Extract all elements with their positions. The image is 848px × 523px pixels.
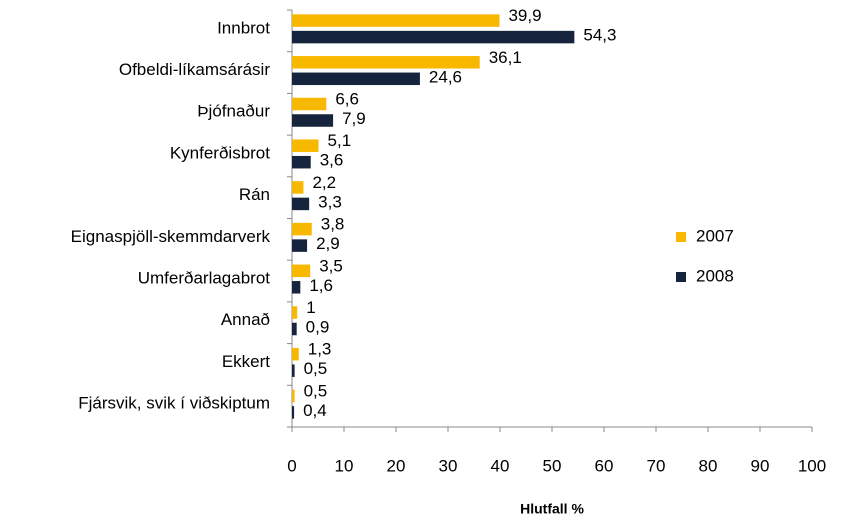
data-label: 36,1 xyxy=(489,48,522,67)
data-label: 0,9 xyxy=(306,317,330,336)
data-label: 0,4 xyxy=(303,401,327,420)
data-label: 1,6 xyxy=(309,276,333,295)
x-tick-label: 100 xyxy=(798,456,826,475)
bar xyxy=(292,30,575,44)
bar xyxy=(292,155,311,169)
bar xyxy=(292,114,334,127)
bar xyxy=(292,306,298,319)
bar xyxy=(292,56,480,69)
y-tick-label: Rán xyxy=(239,185,270,204)
y-tick-label: Annað xyxy=(221,310,270,329)
y-tick-label: Ekkert xyxy=(222,352,270,371)
bar xyxy=(292,322,297,336)
y-tick-label: Umferðarlagabrot xyxy=(138,269,271,288)
bar xyxy=(292,239,308,252)
data-label: 7,9 xyxy=(342,109,366,128)
data-label: 3,8 xyxy=(321,215,345,234)
data-label: 1,3 xyxy=(308,340,332,359)
bar xyxy=(292,72,420,86)
legend-label: 2007 xyxy=(696,226,734,245)
bar xyxy=(292,347,299,361)
data-label: 0,5 xyxy=(304,381,328,400)
x-tick-label: 80 xyxy=(699,456,718,475)
bar xyxy=(292,139,319,152)
x-tick-label: 70 xyxy=(647,456,666,475)
bar xyxy=(292,97,327,111)
x-tick-label: 40 xyxy=(491,456,510,475)
data-label: 1 xyxy=(306,298,315,317)
data-label: 24,6 xyxy=(429,67,462,86)
bar xyxy=(292,14,500,27)
data-label: 0,5 xyxy=(304,359,328,378)
y-tick-label: Fjársvik, svik í viðskiptum xyxy=(78,394,270,413)
bar xyxy=(292,406,295,419)
y-tick-label: Ofbeldi-líkamsárásir xyxy=(119,60,270,79)
x-tick-label: 0 xyxy=(287,456,296,475)
bar xyxy=(292,281,301,294)
y-tick-label: Þjófnaður xyxy=(197,102,270,121)
data-label: 54,3 xyxy=(583,26,616,45)
y-tick-label: Innbrot xyxy=(217,18,270,37)
bar xyxy=(292,181,304,194)
y-tick-label: Kynferðisbrot xyxy=(170,143,270,162)
x-tick-label: 50 xyxy=(543,456,562,475)
data-label: 2,9 xyxy=(316,234,340,253)
legend-swatch xyxy=(676,232,686,242)
data-label: 5,1 xyxy=(328,131,352,150)
x-tick-label: 90 xyxy=(751,456,770,475)
x-tick-label: 20 xyxy=(387,456,406,475)
x-tick-label: 60 xyxy=(595,456,614,475)
data-label: 3,3 xyxy=(318,192,342,211)
legend-swatch xyxy=(676,272,686,282)
legend-label: 2008 xyxy=(696,266,734,285)
data-label: 2,2 xyxy=(312,173,336,192)
y-tick-label: Eignaspjöll-skemmdarverk xyxy=(71,227,271,246)
bar xyxy=(292,389,295,403)
data-label: 39,9 xyxy=(508,6,541,25)
data-label: 6,6 xyxy=(335,89,359,108)
bar xyxy=(292,364,295,377)
x-tick-label: 10 xyxy=(335,456,354,475)
data-label: 3,5 xyxy=(319,256,343,275)
bar xyxy=(292,264,311,278)
bar xyxy=(292,197,310,211)
bar xyxy=(292,222,312,236)
x-tick-label: 30 xyxy=(439,456,458,475)
data-label: 3,6 xyxy=(320,151,344,170)
x-axis-title: Hlutfall % xyxy=(520,501,584,517)
